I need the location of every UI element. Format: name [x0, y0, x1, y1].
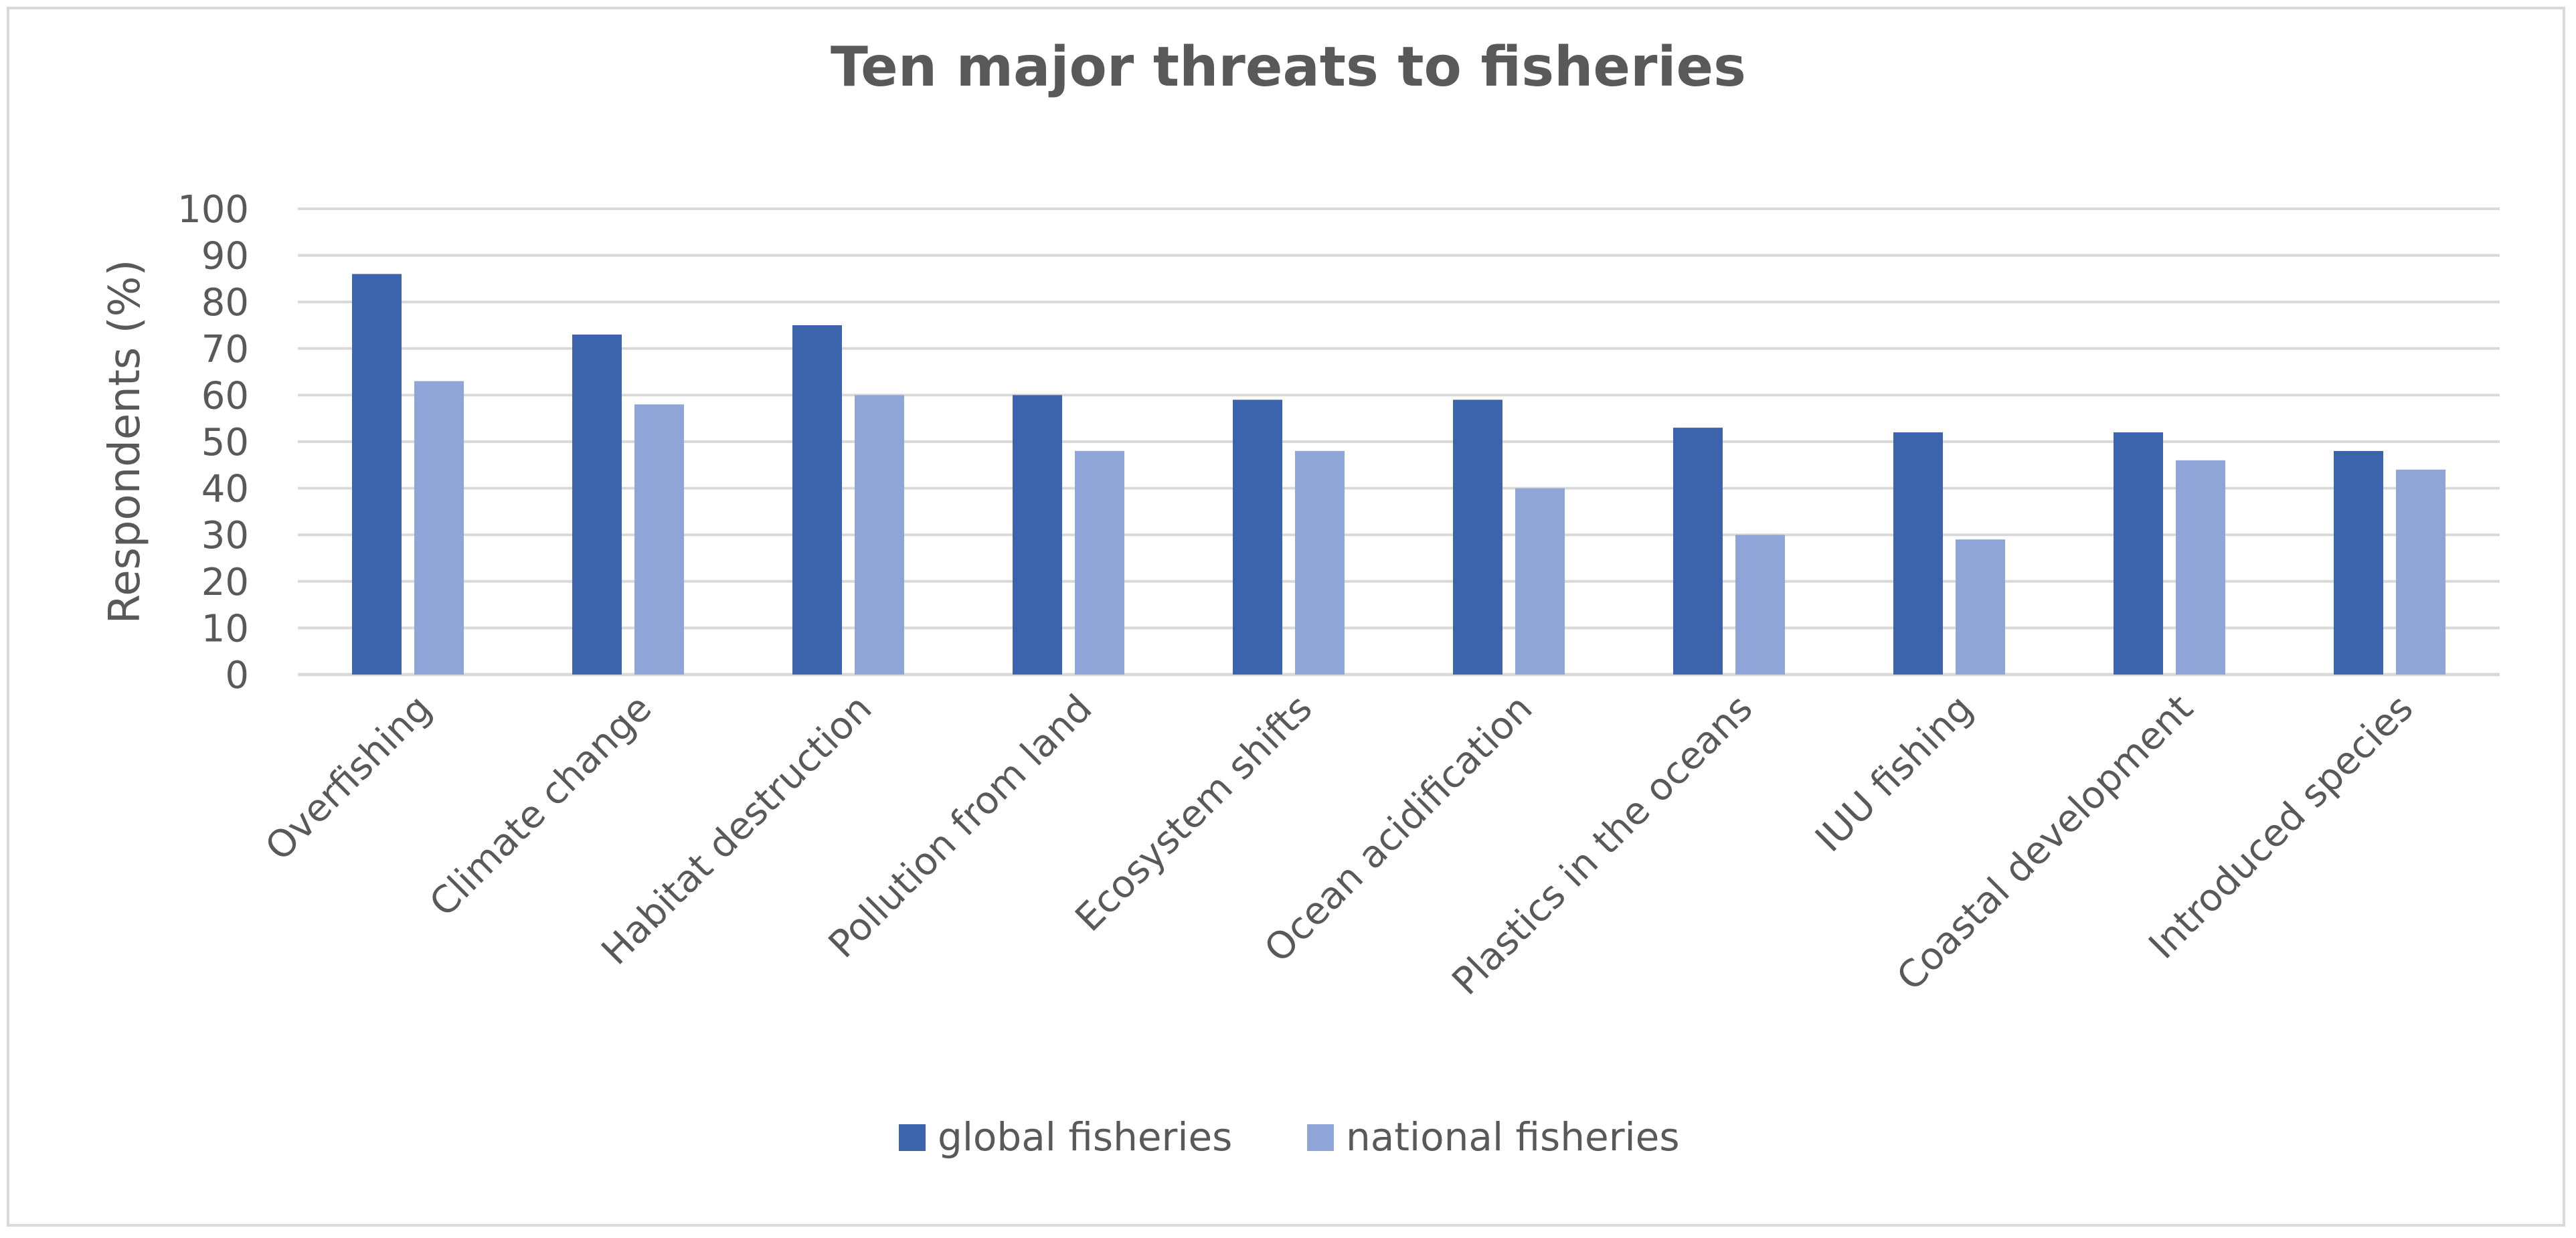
bar-national-10[interactable] — [2396, 469, 2445, 675]
bar-global-1[interactable] — [352, 274, 402, 675]
bar-national-6[interactable] — [1515, 488, 1565, 675]
y-tick-label: 30 — [201, 514, 249, 557]
legend-label-global-fisheries: global fisheries — [938, 1114, 1232, 1160]
bar-national-9[interactable] — [2176, 460, 2225, 675]
bar-national-4[interactable] — [1075, 450, 1124, 675]
y-tick-label: 0 — [225, 654, 249, 697]
x-category-label: IUU fishing — [1807, 687, 1981, 861]
y-tick-label: 40 — [201, 468, 249, 511]
bar-national-8[interactable] — [1956, 539, 2005, 675]
legend-item-global[interactable]: global fisheries — [899, 1114, 1232, 1160]
x-category-label: Climate change — [422, 687, 661, 925]
x-category-label: Ecosystem shifts — [1067, 687, 1321, 940]
y-axis-title: Respondents (%) — [100, 260, 150, 624]
bar-global-2[interactable] — [572, 334, 622, 675]
legend-label-national-fisheries: national fisheries — [1346, 1114, 1680, 1160]
y-tick-label: 100 — [177, 188, 249, 232]
y-tick-label: 90 — [201, 235, 249, 278]
bar-national-1[interactable] — [414, 381, 464, 675]
bar-global-7[interactable] — [1673, 428, 1723, 675]
bar-global-3[interactable] — [792, 325, 842, 675]
chart-title: Ten major threats to fisheries — [831, 35, 1746, 99]
bar-global-9[interactable] — [2114, 432, 2163, 675]
legend-item-national[interactable]: national fisheries — [1307, 1114, 1680, 1160]
bar-global-4[interactable] — [1013, 395, 1062, 675]
legend-swatch-global-fisheries — [899, 1124, 926, 1151]
bar-global-6[interactable] — [1453, 400, 1502, 675]
bar-national-3[interactable] — [855, 395, 904, 675]
y-tick-label: 70 — [201, 328, 249, 371]
gridlines — [298, 207, 2500, 677]
bar-global-10[interactable] — [2334, 450, 2383, 675]
legend-swatch-national-fisheries — [1307, 1124, 1334, 1151]
y-tick-label: 80 — [201, 281, 249, 325]
bar-global-5[interactable] — [1233, 400, 1282, 675]
bar-national-2[interactable] — [634, 404, 684, 675]
y-tick-label: 60 — [201, 374, 249, 418]
y-tick-label: 10 — [201, 607, 249, 650]
y-tick-label: 20 — [201, 561, 249, 604]
bar-national-5[interactable] — [1295, 450, 1345, 675]
y-tick-label: 50 — [201, 421, 249, 464]
bar-global-8[interactable] — [1893, 432, 1943, 675]
bar-national-7[interactable] — [1735, 535, 1785, 675]
bars — [352, 274, 2445, 675]
x-category-label: Overfishing — [257, 687, 440, 869]
legend: global fisheries national fisheries — [899, 1114, 1680, 1160]
